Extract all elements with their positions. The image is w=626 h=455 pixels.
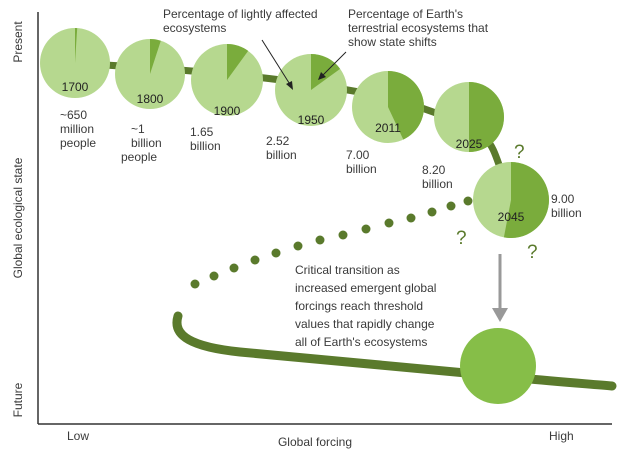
question-mark: ? — [527, 242, 538, 263]
population-line: billion — [346, 162, 377, 176]
annotation-line: Percentage of Earth's — [348, 7, 463, 21]
pie-2045: 2045 — [473, 162, 549, 238]
y-axis-title: Global ecological state — [11, 157, 25, 278]
annotation-line: increased emergent global — [295, 281, 436, 295]
population-label-1800: ~1 billion people — [121, 122, 162, 164]
question-mark: ? — [514, 142, 525, 163]
pointer-line-state-shifts — [321, 51, 347, 77]
population-line: billion — [266, 148, 297, 162]
population-label-2025: 8.20 billion — [422, 163, 453, 191]
population-label-1700: ~650 million people — [60, 108, 96, 150]
annotation-line: values that rapidly change — [295, 317, 435, 331]
unstable-branch-dot — [446, 201, 456, 211]
population-label-1950: 2.52 billion — [266, 134, 297, 162]
pie-2025: 2025 — [434, 82, 504, 152]
unstable-branch-dot — [384, 218, 394, 228]
pie-year-label: 1950 — [298, 113, 325, 127]
annotation-line: Critical transition as — [295, 263, 400, 277]
x-axis-high-label: High — [549, 429, 574, 443]
unstable-branch-dot — [406, 213, 416, 223]
annotation-lightly-affected: Percentage of lightly affected ecosystem… — [163, 7, 318, 35]
annotation-line: ecosystems — [163, 21, 226, 35]
population-line: 9.00 — [551, 192, 575, 206]
population-line: million — [60, 122, 94, 136]
pie-2011: 2011 — [352, 71, 424, 143]
population-label-1900: 1.65 billion — [190, 125, 221, 153]
pie-state-shift-slice — [388, 71, 424, 140]
pie-year-label: 1900 — [214, 104, 241, 118]
pointer-line-lightly-affected — [261, 39, 292, 87]
unstable-branch-dot — [190, 279, 200, 289]
future-state-curve — [172, 311, 617, 391]
pie-state-shift-slice — [227, 44, 249, 80]
unstable-branch-dot — [338, 230, 348, 240]
population-line: people — [121, 150, 157, 164]
pointer-head-state-shifts — [318, 72, 326, 80]
x-axis-title: Global forcing — [278, 435, 352, 449]
unstable-branch-dot — [209, 271, 219, 281]
population-line: 8.20 — [422, 163, 446, 177]
unstable-branch-dot — [271, 248, 281, 258]
annotation-line: Percentage of lightly affected — [163, 7, 318, 21]
population-line: 7.00 — [346, 148, 370, 162]
population-line: billion — [422, 177, 453, 191]
pie-state-shift-slice — [469, 82, 504, 152]
population-line: 2.52 — [266, 134, 290, 148]
transition-arrow-head — [492, 308, 508, 322]
population-line: 1.65 — [190, 125, 214, 139]
annotation-line: terrestrial ecosystems that — [348, 21, 489, 35]
x-axis-low-label: Low — [67, 429, 89, 443]
y-axis-bottom-label: Future — [11, 382, 25, 417]
pie-1800: 1800 — [115, 38, 185, 109]
population-line: people — [60, 136, 96, 150]
unstable-branch-dot — [427, 207, 437, 217]
question-mark: ? — [456, 228, 467, 249]
unstable-branch-dot — [315, 235, 325, 245]
pie-year-label: 2025 — [456, 137, 483, 151]
population-line: billion — [131, 136, 162, 150]
annotation-critical-transition: Critical transition as increased emergen… — [295, 263, 436, 349]
population-line: billion — [190, 139, 221, 153]
annotation-line: forcings reach threshold — [295, 299, 423, 313]
population-line: ~1 — [131, 122, 145, 136]
pie-year-label: 2045 — [498, 210, 525, 224]
unstable-branch-dot — [229, 263, 239, 273]
pie-year-label: 2011 — [375, 121, 401, 135]
pie-year-label: 1800 — [137, 92, 164, 106]
population-label-2045: 9.00 billion — [551, 192, 582, 220]
population-line: ~650 — [60, 108, 87, 122]
annotation-line: show state shifts — [348, 35, 437, 49]
population-label-2011: 7.00 billion — [346, 148, 377, 176]
population-line: billion — [551, 206, 582, 220]
unstable-branch-dots — [190, 196, 473, 289]
pie-1700: 1700 — [40, 28, 110, 98]
pie-year-label: 1700 — [62, 80, 89, 94]
unstable-branch-dot — [361, 224, 371, 234]
annotation-line: all of Earth's ecosystems — [295, 335, 427, 349]
pointer-head-lightly-affected — [286, 81, 293, 90]
unstable-branch-dot — [293, 241, 303, 251]
pie-state-shift-slice — [150, 38, 161, 74]
pie-1900: 1900 — [191, 44, 263, 118]
y-axis-top-label: Present — [11, 21, 25, 63]
annotation-state-shifts: Percentage of Earth's terrestrial ecosys… — [348, 7, 489, 49]
pie-state-shift-slice — [75, 28, 78, 63]
unstable-branch-dot — [250, 255, 260, 265]
pie-timeline: 1700 1800 1900 1950 2011 2025 2045 — [40, 28, 549, 238]
pie-1950: 1950 — [275, 54, 347, 127]
future-state-circle — [460, 328, 536, 404]
pie-state-shift-slice — [503, 162, 549, 238]
unstable-branch-dot — [463, 196, 473, 206]
